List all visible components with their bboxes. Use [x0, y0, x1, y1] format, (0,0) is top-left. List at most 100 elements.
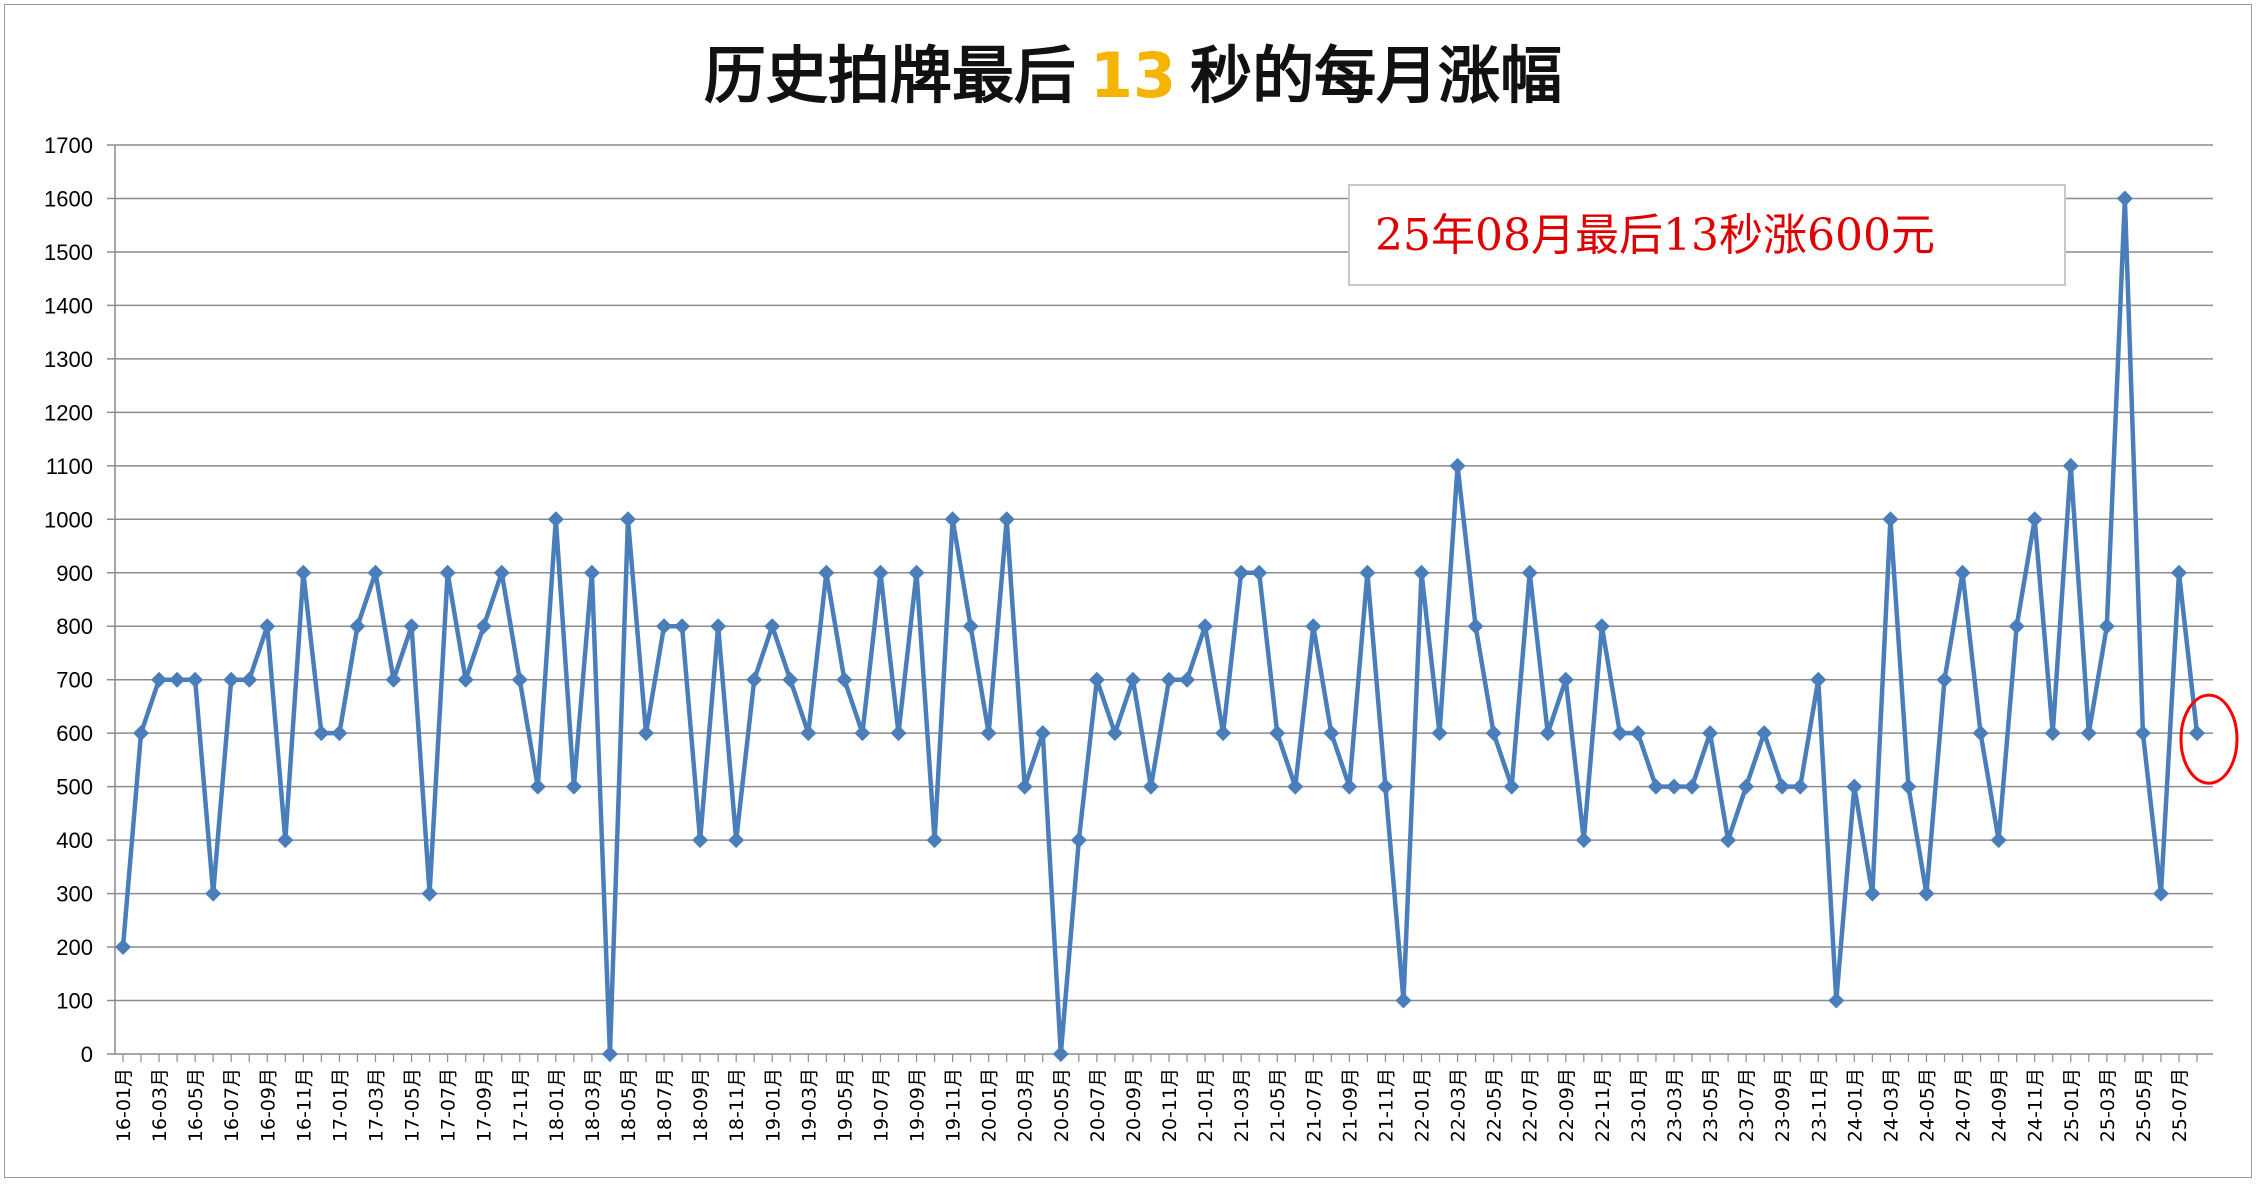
data-point — [1088, 671, 1105, 688]
data-point — [475, 618, 492, 635]
data-point — [962, 618, 979, 635]
x-tick-label: 21-11月 — [1375, 1068, 1397, 1142]
data-point — [746, 671, 763, 688]
x-tick-label: 23-05月 — [1700, 1068, 1722, 1142]
data-point — [115, 939, 131, 956]
x-tick-label: 17-03月 — [365, 1068, 387, 1142]
data-point — [908, 564, 925, 581]
x-tick-label: 18-09月 — [690, 1068, 712, 1142]
data-point — [2170, 564, 2187, 581]
y-tick-label: 900 — [56, 561, 93, 586]
data-point — [1828, 992, 1845, 1009]
data-point — [2134, 725, 2151, 742]
data-point — [1557, 671, 1574, 688]
data-point — [511, 671, 528, 688]
data-point — [2189, 725, 2205, 742]
data-point — [457, 671, 474, 688]
data-point — [1629, 725, 1646, 742]
data-point — [692, 832, 709, 849]
x-tick-label: 18-11月 — [726, 1068, 748, 1142]
y-tick-label: 500 — [56, 775, 93, 800]
y-tick-label: 300 — [56, 882, 93, 907]
line-chart: 历史拍牌最后 13 秒的每月涨幅 0 100 200 300 400 500 600 700 800… — [44, 39, 2239, 1142]
x-axis-tick-labels: 16-01月 16-03月 16-05月 16-07月 16-09月 16-11月 17-0… — [113, 1068, 2191, 1142]
data-point — [313, 725, 330, 742]
y-tick-label: 100 — [56, 989, 93, 1014]
data-point — [1413, 564, 1430, 581]
data-point — [2044, 725, 2061, 742]
data-point — [1521, 564, 1538, 581]
data-point — [367, 564, 384, 581]
y-tick-label: 1700 — [44, 133, 93, 158]
x-tick-label: 22-07月 — [1520, 1068, 1542, 1142]
x-tick-label: 25-01月 — [2061, 1068, 2083, 1142]
data-point — [1467, 618, 1484, 635]
data-point — [1287, 778, 1304, 795]
y-tick-label: 600 — [56, 721, 93, 746]
x-tick-label: 17-01月 — [329, 1068, 351, 1142]
x-tick-label: 19-03月 — [798, 1068, 820, 1142]
data-point — [547, 511, 564, 528]
data-point — [638, 725, 655, 742]
y-tick-label: 400 — [56, 828, 93, 853]
x-tick-label: 23-09月 — [1772, 1068, 1794, 1142]
x-tick-label: 24-07月 — [1953, 1068, 1975, 1142]
x-tick-label: 25-05月 — [2133, 1068, 2155, 1142]
data-point — [1052, 1046, 1069, 1062]
axes — [107, 144, 2213, 1062]
data-point — [1756, 725, 1773, 742]
x-tick-label: 22-09月 — [1556, 1068, 1578, 1142]
x-tick-label: 18-01月 — [546, 1068, 568, 1142]
x-tick-label: 16-01月 — [113, 1068, 135, 1142]
x-tick-label: 22-01月 — [1412, 1068, 1434, 1142]
x-tick-label: 24-09月 — [1989, 1068, 2011, 1142]
data-point — [1377, 778, 1394, 795]
y-tick-label: 1300 — [44, 347, 93, 372]
data-point — [1990, 832, 2007, 849]
highlight-circle — [2179, 693, 2239, 785]
data-point — [782, 671, 799, 688]
x-tick-label: 17-07月 — [438, 1068, 460, 1142]
x-tick-label: 21-03月 — [1231, 1068, 1253, 1142]
data-point — [890, 725, 907, 742]
x-tick-label: 23-01月 — [1628, 1068, 1650, 1142]
data-point — [1665, 778, 1682, 795]
y-tick-label: 1400 — [44, 293, 93, 318]
data-point — [872, 564, 889, 581]
x-tick-label: 20-03月 — [1015, 1068, 1037, 1142]
data-point — [1593, 618, 1610, 635]
data-point — [2080, 725, 2097, 742]
data-point — [1251, 564, 1268, 581]
x-tick-label: 24-01月 — [1844, 1068, 1866, 1142]
data-point — [187, 671, 204, 688]
y-tick-label: 200 — [56, 935, 93, 960]
data-point — [1449, 457, 1466, 474]
x-tick-label: 16-07月 — [221, 1068, 243, 1142]
chart-frame: 历史拍牌最后 13 秒的每月涨幅 0 100 200 300 400 500 600 700 800… — [4, 4, 2252, 1178]
series-line — [120, 196, 2200, 1057]
data-point — [656, 618, 673, 635]
data-point — [710, 618, 727, 635]
gridlines — [115, 144, 2213, 1002]
x-tick-label: 22-05月 — [1484, 1068, 1506, 1142]
data-point — [1305, 618, 1322, 635]
data-point — [1972, 725, 1989, 742]
data-point — [818, 564, 835, 581]
data-point — [1575, 832, 1592, 849]
data-point — [2116, 190, 2133, 207]
data-point — [926, 832, 943, 849]
y-tick-label: 800 — [56, 614, 93, 639]
y-tick-label: 1100 — [46, 454, 93, 479]
y-tick-label: 700 — [56, 668, 93, 693]
data-point — [2098, 618, 2115, 635]
annotation-box — [1348, 184, 2066, 286]
x-tick-label: 17-11月 — [510, 1068, 532, 1142]
data-point — [1269, 725, 1286, 742]
x-tick-label: 20-01月 — [979, 1068, 1001, 1142]
data-point — [133, 725, 150, 742]
x-tick-label: 16-05月 — [185, 1068, 207, 1142]
data-point — [728, 832, 745, 849]
x-tick-label: 24-11月 — [2025, 1068, 2047, 1142]
data-point — [331, 725, 348, 742]
x-tick-label: 16-11月 — [293, 1068, 315, 1142]
